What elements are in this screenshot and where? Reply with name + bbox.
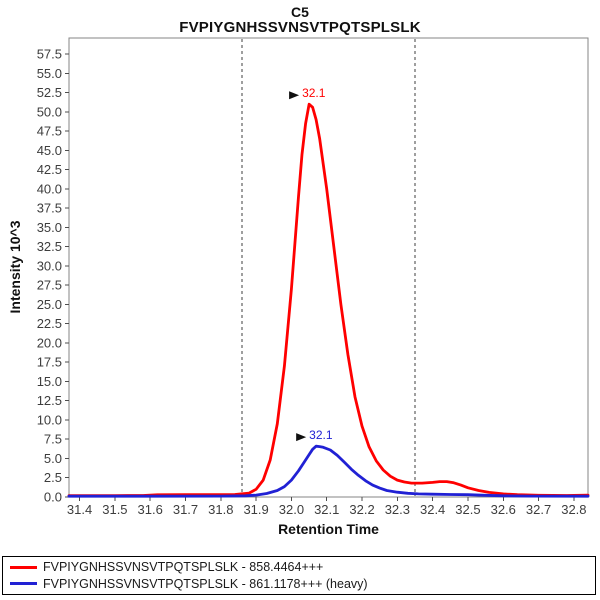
y-tick-label: 42.5 xyxy=(37,162,62,177)
y-tick-label: 15.0 xyxy=(37,374,62,389)
legend-label-light: FVPIYGNHSSVNSVTPQTSPLSLK - 858.4464+++ xyxy=(43,560,324,574)
y-tick-label: 55.0 xyxy=(37,66,62,81)
y-tick-label: 5.0 xyxy=(44,451,62,466)
y-tick-label: 12.5 xyxy=(37,393,62,408)
x-tick-label: 32.6 xyxy=(491,502,516,517)
y-tick-label: 30.0 xyxy=(37,258,62,273)
y-tick-label: 35.0 xyxy=(37,220,62,235)
x-tick-label: 31.6 xyxy=(138,502,163,517)
x-tick-label: 31.5 xyxy=(102,502,127,517)
y-tick-label: 32.5 xyxy=(37,239,62,254)
y-tick-label: 2.5 xyxy=(44,470,62,485)
x-tick-label: 31.8 xyxy=(208,502,233,517)
x-tick-label: 31.7 xyxy=(173,502,198,517)
y-tick-label: 0.0 xyxy=(44,490,62,505)
legend-line-blue xyxy=(10,582,37,586)
y-tick-label: 40.0 xyxy=(37,181,62,196)
legend-line-red xyxy=(10,565,37,569)
peak-apex-marker-icon[interactable] xyxy=(296,433,307,442)
x-tick-label: 31.4 xyxy=(67,502,92,517)
legend-item-heavy: FVPIYGNHSSVNSVTPQTSPLSLK - 861.1178+++ (… xyxy=(10,576,595,591)
legend-label-heavy: FVPIYGNHSSVNSVTPQTSPLSLK - 861.1178+++ (… xyxy=(43,576,368,591)
y-tick-label: 7.5 xyxy=(44,432,62,447)
x-tick-label: 32.4 xyxy=(420,502,445,517)
peak-apex-marker-icon[interactable] xyxy=(289,91,300,100)
x-tick-label: 32.2 xyxy=(349,502,374,517)
peak-rt-annotation: 32.1 xyxy=(302,86,326,100)
y-tick-label: 20.0 xyxy=(37,335,62,350)
plot-frame xyxy=(68,37,589,498)
chromatogram-trace-heavy[interactable] xyxy=(67,444,590,498)
chromatogram-trace-light[interactable] xyxy=(67,102,590,497)
y-tick-label: 52.5 xyxy=(37,85,62,100)
x-tick-label: 32.0 xyxy=(279,502,304,517)
x-tick-label: 32.5 xyxy=(455,502,480,517)
plot-area[interactable]: 0.0 2.5 5.0 7.5 10.0 12.5 15.0 17.5 20.0 22.5 25.0… xyxy=(0,0,600,556)
y-tick-label: 22.5 xyxy=(37,316,62,331)
y-tick-label: 57.5 xyxy=(37,47,62,62)
y-tick-label: 25.0 xyxy=(37,297,62,312)
y-tick-label: 27.5 xyxy=(37,278,62,293)
legend: FVPIYGNHSSVNSVTPQTSPLSLK - 858.4464+++ F… xyxy=(2,556,596,595)
chart-title: C5 xyxy=(291,4,309,20)
y-tick-label: 45.0 xyxy=(37,143,62,158)
x-tick-label: 31.9 xyxy=(243,502,268,517)
x-tick-label: 32.1 xyxy=(314,502,339,517)
peak-rt-annotation: 32.1 xyxy=(309,428,333,442)
x-axis-label: Retention Time xyxy=(278,521,379,537)
legend-item-light: FVPIYGNHSSVNSVTPQTSPLSLK - 858.4464+++ xyxy=(10,561,595,574)
x-tick-label: 32.7 xyxy=(526,502,551,517)
y-tick-label: 17.5 xyxy=(37,355,62,370)
y-tick-label: 37.5 xyxy=(37,201,62,216)
chart-subtitle: FVPIYGNHSSVNSVTPQTSPLSLK xyxy=(179,19,421,36)
y-tick-label: 50.0 xyxy=(37,104,62,119)
x-tick-label: 32.3 xyxy=(385,502,410,517)
y-tick-label: 10.0 xyxy=(37,412,62,427)
x-tick-label: 32.8 xyxy=(561,502,586,517)
y-tick-label: 47.5 xyxy=(37,124,62,139)
